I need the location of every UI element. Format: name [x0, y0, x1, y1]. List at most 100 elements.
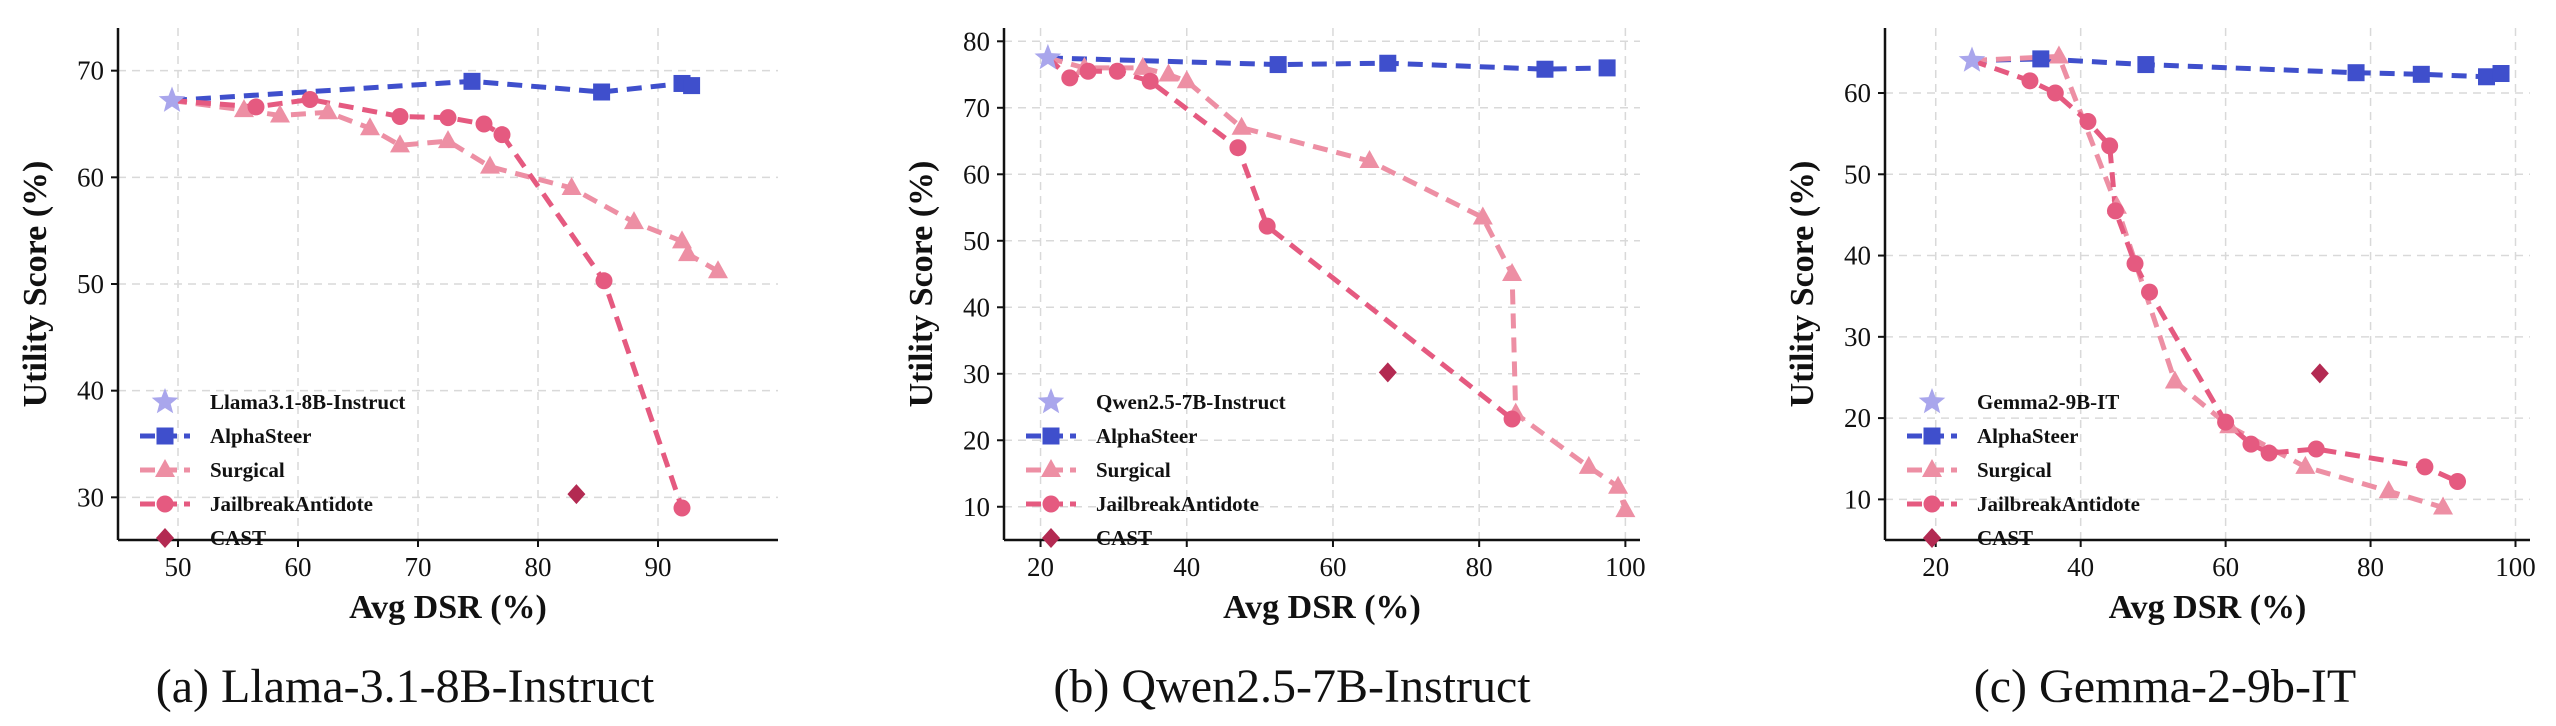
data-point-surgical [708, 260, 728, 279]
data-point-surgical [1359, 149, 1380, 168]
data-point-surgical [234, 99, 254, 118]
legend-label-alphasteer: AlphaSteer [1096, 424, 1198, 448]
subfigure-caption: (b) Qwen2.5-7B-Instruct [1053, 660, 1531, 713]
chart-panel-2: 20 40 60 80 100 10 20 30 40 50 60 70 80 Avg DSR (%) Ut… [903, 26, 1646, 713]
y-tick-label: 50 [77, 269, 104, 299]
y-tick-label: 30 [77, 482, 104, 512]
data-point-alphasteer [2478, 68, 2496, 86]
legend-label-surgical: Surgical [1977, 458, 2052, 482]
data-point-surgical [1158, 63, 1179, 82]
data-point-surgical [2295, 455, 2316, 474]
x-tick-label: 80 [2357, 552, 2384, 582]
data-point-surgical [2433, 496, 2454, 515]
y-tick-label: 60 [963, 159, 990, 189]
legend-label-jailbreakantidote: JailbreakAntidote [1096, 492, 1259, 516]
x-tick-label: 80 [525, 552, 552, 582]
legend-label-surgical: Surgical [1096, 458, 1171, 482]
x-tick-label: 100 [2495, 552, 2536, 582]
y-axis-label: Utility Score (%) [1784, 161, 1821, 408]
data-point-surgical [1615, 499, 1636, 518]
data-point-surgical [1502, 263, 1523, 282]
legend-marker-alphasteer [156, 427, 174, 445]
chart-panel-1: 50 60 70 80 90 30 40 50 60 70 Avg DSR (%) Utility S… [17, 28, 778, 713]
legend-marker-surgical [1041, 459, 1061, 477]
data-point-base_star [1958, 46, 1986, 72]
legend-label-cast: CAST [1096, 526, 1152, 550]
data-point-jailbreakantidote [2449, 472, 2467, 490]
data-point-alphasteer [463, 72, 481, 90]
x-tick-label: 80 [1466, 552, 1493, 582]
data-point-surgical [1231, 116, 1252, 135]
y-tick-label: 10 [963, 492, 990, 522]
legend-label-cast: CAST [1977, 526, 2033, 550]
y-tick-label: 60 [77, 162, 104, 192]
data-point-surgical [2164, 370, 2185, 389]
data-point-jailbreakantidote [2217, 413, 2235, 431]
legend-marker-cast [156, 528, 174, 548]
data-point-jailbreakantidote [2307, 440, 2325, 458]
data-point-jailbreakantidote [2141, 283, 2159, 301]
y-axis-label: Utility Score (%) [903, 161, 940, 408]
data-point-alphasteer [2412, 65, 2430, 83]
legend-marker-jailbreakantidote [156, 495, 174, 513]
legend-marker-jailbreakantidote [1042, 495, 1060, 513]
data-point-jailbreakantidote [475, 115, 493, 133]
data-point-surgical [1132, 56, 1153, 75]
data-point-alphasteer [1536, 60, 1554, 78]
y-tick-label: 30 [1844, 322, 1871, 352]
data-point-jailbreakantidote [595, 272, 613, 290]
data-point-jailbreakantidote [2046, 84, 2064, 102]
data-point-jailbreakantidote [673, 499, 691, 517]
series-line-alphasteer [171, 78, 693, 103]
y-tick-label: 70 [963, 93, 990, 123]
legend-marker-jailbreakantidote [1923, 495, 1941, 513]
legend-marker-alphasteer [1923, 427, 1941, 445]
data-point-surgical [624, 211, 644, 230]
data-point-cast [1378, 362, 1397, 383]
y-tick-label: 60 [1844, 78, 1871, 108]
data-point-jailbreakantidote [2106, 202, 2124, 220]
data-point-jailbreakantidote [439, 109, 457, 127]
data-point-cast [2310, 363, 2329, 384]
legend-label-alphasteer: AlphaSteer [210, 424, 312, 448]
y-tick-label: 20 [963, 425, 990, 455]
data-point-surgical [318, 101, 338, 120]
data-point-alphasteer [2492, 65, 2510, 83]
x-tick-label: 90 [645, 552, 672, 582]
data-point-jailbreakantidote [1079, 62, 1097, 80]
legend-marker-alphasteer [1042, 427, 1060, 445]
legend-label-cast: CAST [210, 526, 266, 550]
legend-marker-surgical [155, 459, 175, 477]
x-axis-label: Avg DSR (%) [349, 589, 547, 626]
series-line-surgical [1971, 53, 2444, 510]
x-tick-label: 70 [405, 552, 432, 582]
legend-label-base_star: Llama3.1-8B-Instruct [210, 390, 405, 414]
x-tick-label: 40 [1173, 552, 1200, 582]
y-tick-label: 20 [1844, 403, 1871, 433]
data-point-alphasteer [1269, 56, 1287, 74]
data-point-surgical [1472, 206, 1493, 225]
legend-marker-cast [1042, 528, 1060, 548]
legend-marker-base_star [151, 388, 179, 414]
data-point-alphasteer [1379, 54, 1397, 72]
data-point-cast [567, 484, 586, 505]
data-point-jailbreakantidote [2101, 137, 2119, 155]
data-point-jailbreakantidote [1229, 139, 1247, 157]
data-point-jailbreakantidote [1061, 69, 1079, 87]
data-point-jailbreakantidote [1503, 410, 1521, 428]
data-point-surgical [672, 230, 692, 249]
legend-label-alphasteer: AlphaSteer [1977, 424, 2079, 448]
series-line-jailbreakantidote [1046, 56, 1514, 421]
data-point-jailbreakantidote [247, 98, 265, 116]
data-point-surgical [270, 104, 290, 123]
legend-marker-base_star [1037, 388, 1065, 414]
x-tick-label: 60 [285, 552, 312, 582]
y-tick-label: 40 [963, 292, 990, 322]
data-point-base_star [1034, 43, 1062, 70]
legend-marker-cast [1923, 528, 1941, 548]
data-point-alphasteer [2137, 56, 2155, 74]
data-point-surgical [360, 117, 380, 136]
x-tick-label: 60 [2212, 552, 2239, 582]
data-point-jailbreakantidote [1108, 62, 1126, 80]
